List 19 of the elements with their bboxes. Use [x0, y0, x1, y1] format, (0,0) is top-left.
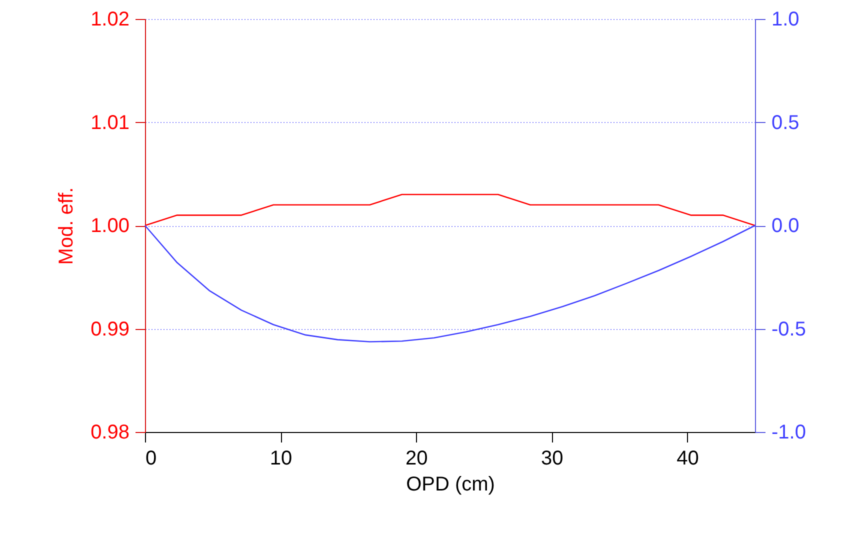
line-series [144, 224, 756, 342]
y2-tick-label: -0.5 [772, 318, 806, 340]
x-tick-label: 20 [405, 448, 428, 470]
y-tick-label: 0.98 [90, 422, 130, 444]
y-tick-label: 0.99 [90, 318, 130, 340]
y-tick-label: 1.01 [90, 112, 130, 134]
x-axis-title: OPD (cm) [406, 474, 495, 496]
x-tick-label: 0 [146, 448, 157, 470]
x-tick-label: 30 [541, 448, 564, 470]
y-tick-label: 1.00 [90, 215, 130, 237]
y2-tick-label: 0.0 [772, 215, 800, 237]
y2-tick-label: 0.5 [772, 112, 800, 134]
x-tick-label: 40 [676, 448, 699, 470]
y-tick-label: 1.02 [90, 8, 130, 30]
x-tick-label: 10 [270, 448, 292, 470]
line-series [144, 194, 756, 226]
y-axis-title: Mod. eff. [56, 187, 78, 265]
y2-tick-label: 1.0 [772, 8, 800, 30]
y2-tick-label: -1.0 [772, 422, 806, 444]
